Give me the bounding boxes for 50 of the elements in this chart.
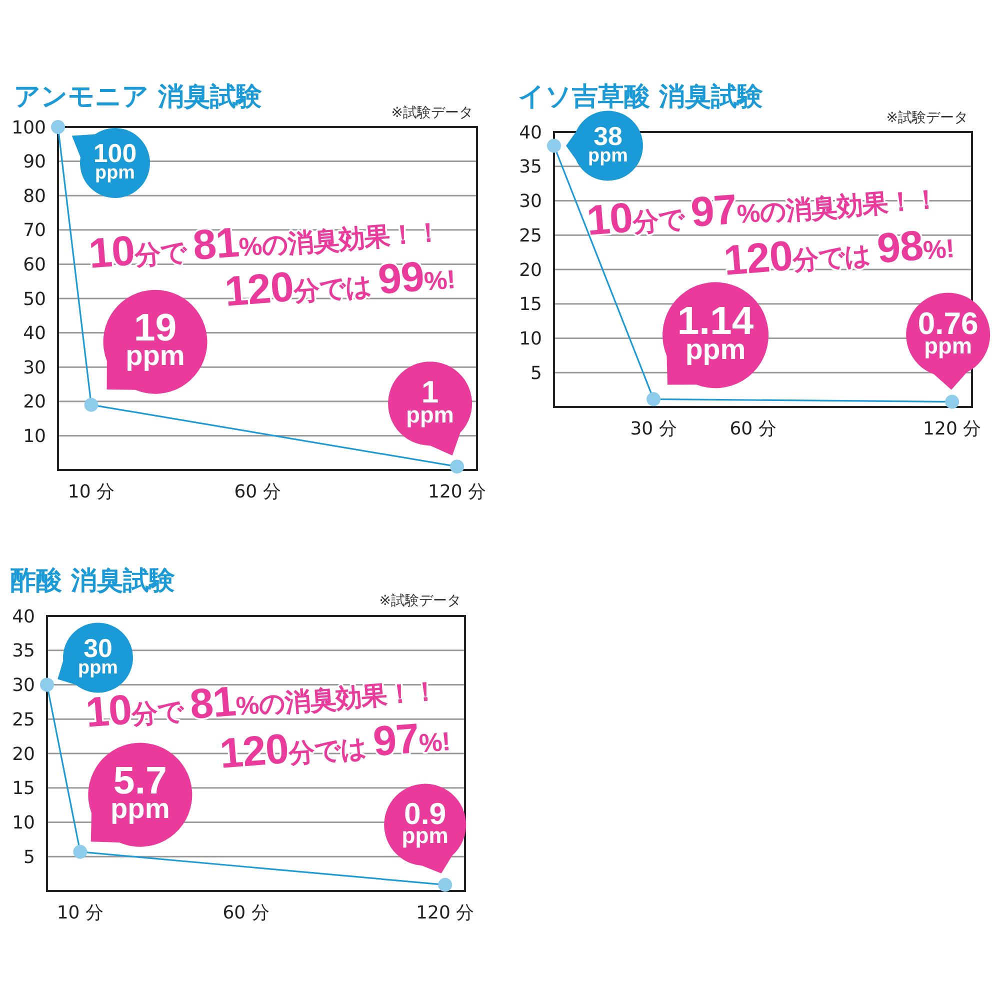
data-label: 0.9 ppm: [402, 798, 448, 848]
y-tick-label: 20: [23, 392, 46, 413]
data-label: 30 ppm: [78, 634, 118, 678]
x-tick-label: 10 分: [56, 902, 104, 924]
y-tick-label: 10: [23, 426, 46, 447]
chart-title: イソ吉草酸 消臭試験: [518, 82, 764, 112]
chart-title: 酢酸 消臭試験: [10, 566, 176, 596]
y-tick-label: 15: [519, 294, 542, 316]
y-tick-label: 90: [23, 152, 46, 173]
x-tick-label: 60 分: [222, 902, 270, 924]
y-tick-label: 35: [519, 156, 542, 178]
y-tick-label: 50: [23, 288, 46, 310]
y-tick-label: 25: [519, 225, 542, 246]
y-tick-label: 35: [12, 640, 35, 662]
data-label: 100 ppm: [93, 140, 137, 184]
chart-subtitle: ※試験データ: [391, 105, 473, 121]
x-tick-label: 60 分: [730, 418, 776, 440]
x-tick-label: 30 分: [630, 418, 677, 440]
y-tick-label: 70: [23, 220, 46, 242]
x-tick-label: 60 分: [234, 481, 281, 502]
x-tick-label: 120 分: [416, 902, 474, 924]
y-tick-label: 100: [12, 117, 46, 138]
y-tick-label: 30: [519, 191, 542, 212]
x-tick-label: 120 分: [428, 481, 486, 502]
data-label: 5.7 ppm: [110, 760, 170, 824]
y-tick-label: 5: [530, 362, 542, 384]
data-label: 19 ppm: [126, 306, 185, 372]
y-tick-label: 20: [519, 260, 542, 281]
x-tick-label: 120 分: [923, 418, 982, 440]
chart-title: アンモニア 消臭試験: [14, 82, 264, 112]
y-tick-label: 80: [23, 186, 46, 207]
y-tick-label: 15: [12, 778, 35, 800]
data-label: 1.14 ppm: [677, 298, 754, 366]
y-tick-label: 40: [519, 122, 542, 144]
chart-subtitle: ※試験データ: [379, 593, 461, 609]
y-tick-label: 40: [23, 323, 46, 344]
x-tick-label: 10 分: [68, 481, 115, 502]
y-tick-label: 30: [23, 357, 46, 378]
y-tick-label: 10: [12, 812, 35, 834]
y-tick-label: 40: [12, 606, 35, 628]
data-label: 1 ppm: [406, 374, 454, 428]
y-tick-label: 10: [519, 328, 542, 350]
data-label: 0.76 ppm: [918, 306, 978, 359]
data-label: 38 ppm: [588, 122, 628, 166]
y-tick-label: 5: [24, 846, 35, 868]
chart-subtitle: ※試験データ: [886, 110, 968, 126]
y-tick-label: 30: [12, 675, 35, 696]
y-tick-label: 25: [12, 709, 35, 730]
y-tick-label: 60: [23, 254, 46, 276]
y-tick-label: 20: [12, 744, 35, 765]
